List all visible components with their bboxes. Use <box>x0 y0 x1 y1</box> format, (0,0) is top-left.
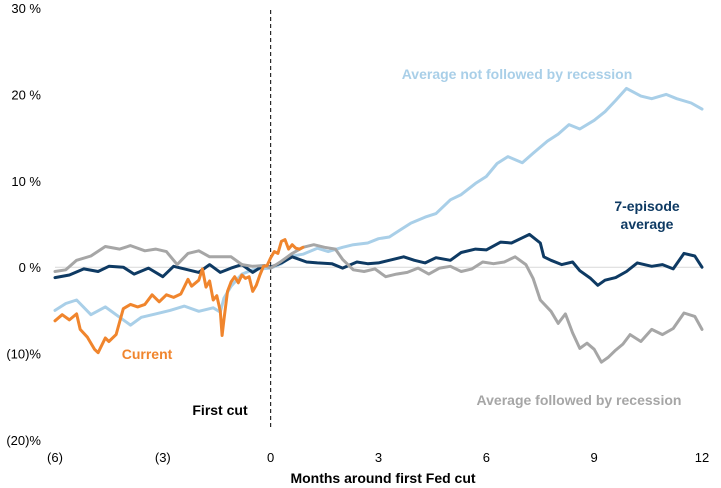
x-axis-ticks: (6) (3) 0 3 6 9 12 <box>47 450 709 465</box>
series-layer <box>53 86 704 364</box>
x-tick-label: 6 <box>483 450 490 465</box>
x-tick-label: 0 <box>267 450 274 465</box>
series-line-current <box>53 238 305 355</box>
x-tick-label: 3 <box>375 450 382 465</box>
x-tick-label: 12 <box>695 450 709 465</box>
y-tick-label: 10 % <box>11 174 41 189</box>
y-tick-label: (20)% <box>6 433 41 448</box>
x-tick-label: 9 <box>591 450 598 465</box>
label-current: Current <box>122 346 173 362</box>
series-line-average-followed-by-recession <box>53 243 704 364</box>
label-followed-by-recession: Average followed by recession <box>477 392 682 408</box>
x-axis-label: Months around first Fed cut <box>290 470 475 486</box>
label-seven-episode-average-line1: 7-episode <box>614 198 680 214</box>
y-tick-label: (10)% <box>6 347 41 362</box>
y-axis-ticks: 30 % 20 % 10 % 0 % (10)% (20)% <box>6 1 41 448</box>
x-tick-label: (3) <box>155 450 171 465</box>
vline-label: First cut <box>192 402 248 418</box>
x-tick-label: (6) <box>47 450 63 465</box>
y-tick-label: 20 % <box>11 87 41 102</box>
series-line-average-not-followed-by-recession <box>53 86 704 327</box>
label-not-followed-by-recession: Average not followed by recession <box>402 66 633 82</box>
y-tick-label: 30 % <box>11 1 41 16</box>
y-tick-label: 0 % <box>19 260 42 275</box>
series-line-7-episode-average <box>53 232 704 287</box>
label-seven-episode-average-line2: average <box>621 216 674 232</box>
